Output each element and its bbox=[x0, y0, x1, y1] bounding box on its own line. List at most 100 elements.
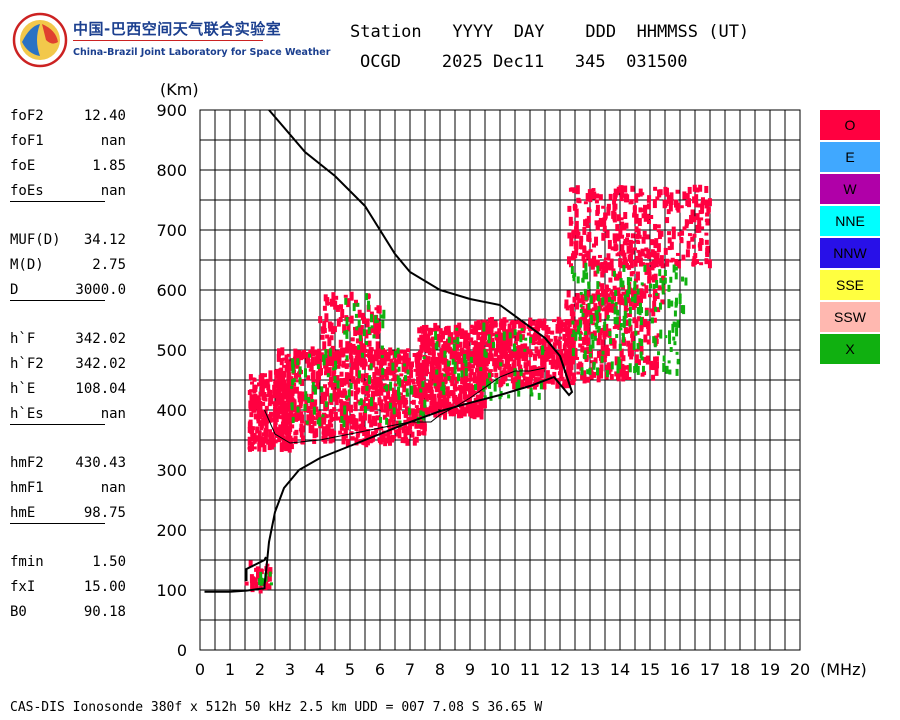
echo-point bbox=[652, 199, 657, 209]
echo-point bbox=[546, 335, 551, 341]
echo-point bbox=[600, 271, 605, 278]
echo-point bbox=[343, 294, 348, 298]
echo-point bbox=[366, 385, 371, 392]
echo-point bbox=[435, 325, 440, 332]
echo-point bbox=[574, 248, 579, 256]
echo-point bbox=[542, 340, 547, 350]
echo-point bbox=[310, 425, 315, 434]
legend-item-nnw: NNW bbox=[820, 238, 880, 270]
echo-point bbox=[436, 334, 441, 342]
echo-point bbox=[279, 358, 284, 362]
echo-point bbox=[375, 393, 380, 397]
echo-point bbox=[682, 191, 687, 200]
echo-point bbox=[609, 374, 614, 381]
echo-point bbox=[625, 237, 630, 243]
echo-point bbox=[586, 376, 591, 383]
echo-point bbox=[606, 262, 611, 270]
echo-point bbox=[655, 292, 659, 296]
echo-point bbox=[473, 406, 478, 411]
echo-point bbox=[541, 358, 546, 367]
echo-point bbox=[483, 366, 488, 372]
echo-point bbox=[677, 232, 682, 237]
echo-point bbox=[455, 399, 460, 405]
echo-point bbox=[603, 257, 608, 261]
echo-point bbox=[476, 354, 481, 359]
echo-point bbox=[603, 296, 608, 301]
echo-point bbox=[324, 363, 329, 367]
echo-point bbox=[385, 417, 389, 425]
echo-point bbox=[424, 397, 429, 402]
echo-point bbox=[550, 377, 555, 385]
echo-point bbox=[269, 394, 274, 401]
echo-point bbox=[571, 231, 576, 239]
echo-point bbox=[280, 428, 285, 437]
echo-point bbox=[573, 328, 578, 333]
echo-point bbox=[638, 338, 642, 343]
echo-point bbox=[360, 356, 365, 360]
echo-point bbox=[357, 344, 361, 350]
echo-point bbox=[636, 228, 641, 238]
echo-point bbox=[502, 324, 507, 332]
echo-point bbox=[610, 299, 614, 304]
echo-point bbox=[608, 277, 613, 283]
echo-point bbox=[669, 347, 673, 353]
echo-point bbox=[615, 189, 620, 196]
echo-point bbox=[623, 317, 627, 324]
echo-point bbox=[434, 375, 439, 385]
echo-point bbox=[371, 402, 376, 411]
echo-point bbox=[380, 359, 385, 366]
param-value: 342.02 bbox=[75, 331, 126, 347]
echo-point bbox=[293, 436, 298, 445]
echo-point bbox=[373, 404, 378, 410]
echo-point bbox=[611, 302, 616, 308]
echo-point bbox=[306, 358, 311, 368]
echo-point bbox=[674, 258, 679, 266]
echo-point bbox=[257, 442, 262, 452]
echo-point bbox=[422, 422, 427, 427]
echo-point bbox=[595, 259, 600, 268]
echo-point bbox=[451, 390, 456, 395]
echo-point bbox=[473, 358, 478, 366]
echo-point bbox=[354, 313, 358, 318]
echo-point bbox=[351, 363, 356, 369]
echo-point bbox=[482, 329, 487, 337]
echo-point bbox=[537, 354, 542, 359]
echo-point bbox=[625, 233, 630, 238]
echo-point bbox=[332, 389, 337, 398]
echo-point bbox=[602, 331, 607, 338]
echo-point bbox=[580, 345, 585, 353]
echo-point bbox=[476, 404, 481, 410]
echo-point bbox=[315, 357, 320, 364]
echo-point bbox=[488, 378, 493, 382]
echo-point bbox=[270, 432, 275, 442]
echo-point bbox=[396, 360, 401, 365]
echo-point bbox=[419, 410, 423, 416]
param-value: 15.00 bbox=[83, 579, 126, 595]
echo-point bbox=[557, 340, 562, 349]
echo-point bbox=[275, 428, 280, 436]
echo-point bbox=[257, 430, 262, 438]
echo-point bbox=[512, 359, 517, 369]
echo-point bbox=[558, 377, 563, 381]
echo-point bbox=[300, 441, 305, 445]
echo-point bbox=[342, 350, 347, 354]
x-tick-label: 11 bbox=[520, 660, 540, 679]
echo-point bbox=[633, 278, 638, 283]
echo-point bbox=[606, 288, 611, 292]
footer-info: CAS-DIS Ionosonde 380f x 512h 50 kHz 2.5… bbox=[10, 700, 543, 715]
echo-point bbox=[372, 371, 377, 378]
echo-point bbox=[279, 352, 284, 356]
echo-point bbox=[606, 314, 610, 318]
echo-point bbox=[256, 398, 261, 405]
echo-point bbox=[668, 369, 672, 375]
x-tick-label: 6 bbox=[375, 660, 385, 679]
echo-point bbox=[422, 405, 427, 415]
echo-point bbox=[330, 358, 335, 367]
echo-point bbox=[347, 389, 351, 398]
echo-point bbox=[536, 349, 541, 356]
echo-point bbox=[392, 366, 397, 374]
echo-point bbox=[692, 216, 697, 223]
echo-point bbox=[447, 367, 452, 372]
echo-point bbox=[333, 375, 337, 383]
echo-point bbox=[636, 344, 640, 350]
